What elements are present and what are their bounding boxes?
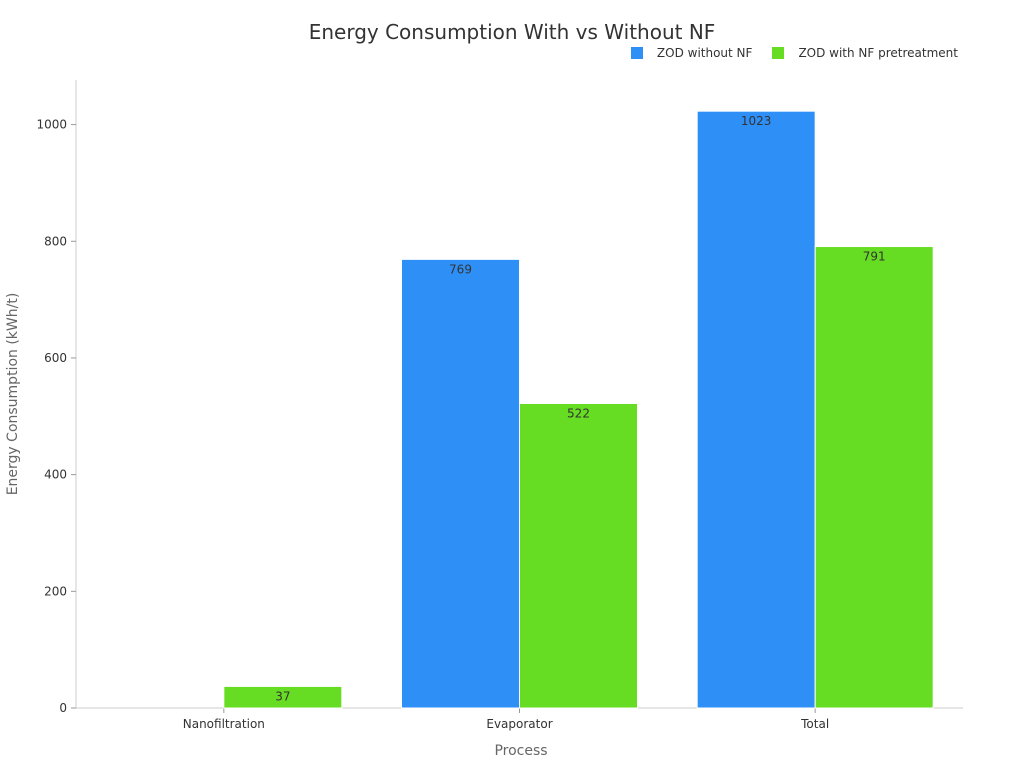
bar-series-0 (401, 258, 520, 709)
y-tick-label: 400 (44, 468, 67, 482)
legend-item-series-0[interactable]: ZOD without NF (630, 46, 753, 60)
data-label: 791 (863, 250, 886, 264)
bar-series-1 (519, 402, 638, 709)
x-tick-label: Total (800, 717, 829, 731)
data-label: 1023 (741, 114, 772, 128)
legend-label-series-0: ZOD without NF (656, 46, 753, 60)
data-label: 522 (567, 406, 590, 420)
data-label: 769 (449, 262, 472, 276)
y-tick-label: 600 (44, 351, 67, 365)
data-label: 37 (275, 689, 290, 703)
x-axis-label: Process (494, 743, 548, 759)
y-tick-label: 200 (44, 584, 67, 598)
legend: ZOD without NF ZOD with NF pretreatment (611, 46, 958, 60)
y-tick-label: 1000 (36, 118, 67, 132)
legend-swatch-series-0 (630, 47, 643, 59)
x-tick-label: Evaporator (486, 717, 552, 731)
chart-title: Energy Consumption With vs Without NF (308, 20, 716, 44)
y-tick-label: 0 (59, 701, 67, 715)
legend-label-series-1: ZOD with NF pretreatment (798, 46, 958, 60)
bar-series-1 (814, 246, 934, 709)
bar-series-1 (223, 685, 343, 709)
y-axis-label: Energy Consumption (kWh/t) (5, 292, 21, 496)
x-tick-label: Nanofiltration (183, 717, 265, 731)
bar-series-0 (696, 110, 816, 709)
legend-swatch-series-1 (772, 47, 785, 59)
legend-item-series-1[interactable]: ZOD with NF pretreatment (772, 46, 958, 60)
y-tick-label: 800 (44, 234, 67, 248)
